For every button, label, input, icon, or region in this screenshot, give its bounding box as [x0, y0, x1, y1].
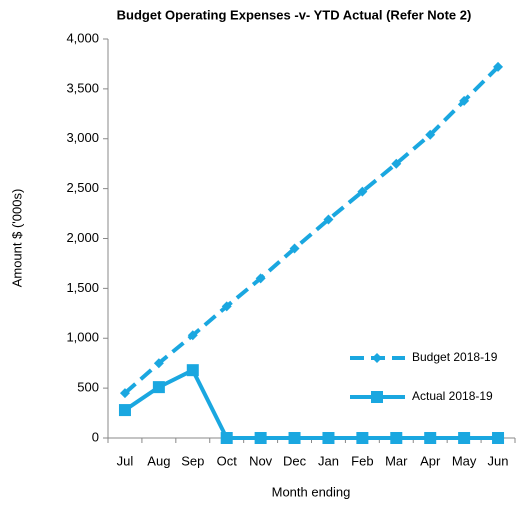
marker [391, 158, 402, 169]
x-tick-label: Nov [249, 453, 273, 468]
x-tick-label: Dec [283, 453, 307, 468]
marker [153, 358, 164, 369]
x-tick-label: Jul [117, 453, 134, 468]
y-tick-label: 500 [77, 380, 99, 395]
marker [254, 432, 267, 444]
series-line [123, 65, 500, 395]
y-tick-label: 3,000 [66, 130, 99, 145]
y-tick-label: 3,500 [66, 80, 99, 95]
marker [372, 353, 382, 363]
x-tick-label: Aug [147, 453, 170, 468]
legend-label: Actual 2018-19 [412, 389, 493, 403]
x-tick-label: Feb [351, 453, 373, 468]
marker [459, 95, 470, 106]
marker [186, 364, 199, 377]
marker [492, 432, 505, 444]
y-axis-label: Amount $ ('000s) [9, 189, 24, 288]
marker [187, 330, 198, 341]
y-tick-label: 0 [92, 429, 99, 444]
marker [288, 432, 301, 444]
marker [289, 243, 300, 254]
y-tick-label: 1,000 [66, 330, 99, 345]
marker [322, 432, 335, 444]
marker [323, 214, 334, 225]
y-tick-label: 2,000 [66, 230, 99, 245]
marker [220, 432, 233, 444]
marker [152, 381, 165, 394]
x-tick-label: Jun [488, 453, 509, 468]
x-tick-label: Apr [420, 453, 441, 468]
marker [357, 186, 368, 197]
marker [458, 432, 471, 444]
marker [371, 391, 383, 403]
chart-title: Budget Operating Expenses -v- YTD Actual… [117, 7, 472, 22]
series-line [123, 367, 499, 440]
marker [356, 432, 369, 444]
marker [221, 301, 232, 312]
marker [119, 388, 130, 399]
legend-label: Budget 2018-19 [412, 350, 498, 364]
x-axis-label: Month ending [272, 484, 351, 499]
marker [118, 404, 131, 417]
x-tick-label: Sep [181, 453, 204, 468]
x-tick-label: May [452, 453, 477, 468]
marker [425, 129, 436, 140]
y-tick-label: 4,000 [66, 30, 99, 45]
marker [493, 61, 504, 72]
marker [390, 432, 403, 444]
y-tick-label: 2,500 [66, 180, 99, 195]
x-tick-label: Mar [385, 453, 408, 468]
y-tick-label: 1,500 [66, 280, 99, 295]
marker [255, 273, 266, 284]
x-tick-label: Oct [217, 453, 238, 468]
x-tick-label: Jan [318, 453, 339, 468]
marker [424, 432, 437, 444]
